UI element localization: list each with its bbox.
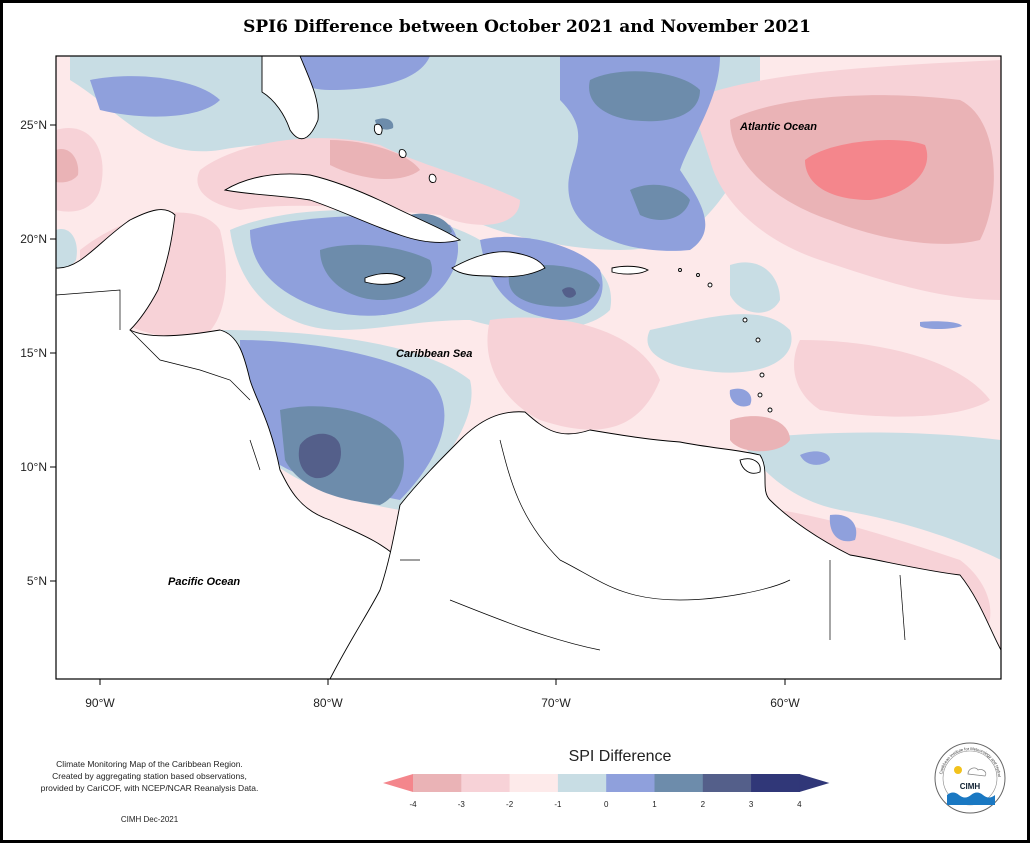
legend-swatch (799, 774, 830, 792)
legend-tick-label: 4 (797, 800, 802, 809)
legend-swatch (702, 774, 752, 792)
legend-swatch (557, 774, 607, 792)
legend-ticks: -4 -3 -2 -1 0 1 2 3 4 (409, 800, 802, 809)
legend-tick-label: 3 (749, 800, 754, 809)
lat-tick-label: 15°N (20, 346, 47, 360)
legend-colorbar (383, 774, 830, 792)
map-border (55, 55, 1002, 680)
lon-tick-label: 70°W (541, 696, 571, 710)
label-atlantic-ocean: Atlantic Ocean (739, 121, 817, 133)
legend-tick-label: 2 (701, 800, 706, 809)
lat-tick-label: 25°N (20, 118, 47, 132)
credit-line: Climate Monitoring Map of the Caribbean … (56, 759, 243, 769)
lon-tick-label: 80°W (313, 696, 343, 710)
logo-text: CIMH (960, 782, 981, 791)
lat-tick-label: 5°N (27, 574, 47, 588)
legend-swatch (751, 774, 800, 792)
legend-title: SPI Difference (568, 748, 672, 765)
map-title: SPI6 Difference between October 2021 and… (243, 17, 811, 37)
legend-swatch (509, 774, 559, 792)
legend-tick-label: 1 (652, 800, 657, 809)
latitude-axis: 25°N 20°N 15°N 10°N 5°N (20, 118, 56, 588)
credit-line: provided by CariCOF, with NCEP/NCAR Rean… (40, 783, 259, 793)
legend-swatch (413, 774, 462, 792)
label-caribbean-sea: Caribbean Sea (396, 348, 472, 360)
credit-text: Climate Monitoring Map of the Caribbean … (22, 758, 277, 794)
longitude-axis: 90°W 80°W 70°W 60°W (85, 679, 800, 710)
lat-tick-label: 10°N (20, 460, 47, 474)
credit-line: Created by aggregating station based obs… (52, 771, 247, 781)
legend-swatch (654, 774, 704, 792)
credit-date: CIMH Dec-2021 (120, 815, 179, 824)
label-pacific-ocean: Pacific Ocean (168, 576, 240, 588)
legend-tick-label: 0 (604, 800, 609, 809)
legend-swatch (461, 774, 511, 792)
lon-tick-label: 90°W (85, 696, 115, 710)
wave-icon (947, 792, 995, 805)
legend-tick-label: -4 (409, 800, 417, 809)
legend-tick-label: -3 (458, 800, 466, 809)
sun-icon (954, 766, 962, 774)
cloud-icon (967, 767, 987, 777)
spi-field (56, 56, 1001, 679)
lat-tick-label: 20°N (20, 232, 47, 246)
country-borders (56, 289, 906, 651)
legend-tick-label: -1 (554, 800, 562, 809)
coastlines (56, 56, 1001, 679)
legend-swatch (606, 774, 655, 792)
lon-tick-label: 60°W (770, 696, 800, 710)
legend-tick-label: -2 (506, 800, 514, 809)
legend-swatch (383, 774, 413, 792)
